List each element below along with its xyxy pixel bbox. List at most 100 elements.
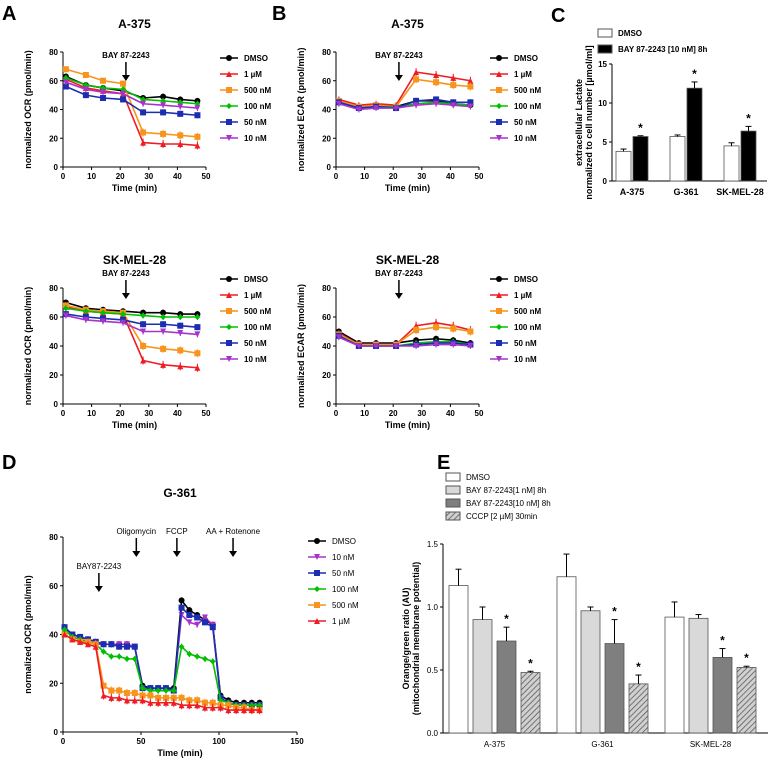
y-axis-label-line: normalized to cell number [µmol/ml] bbox=[584, 45, 594, 199]
data-point bbox=[256, 707, 263, 714]
x-tick-label: 50 bbox=[475, 409, 484, 418]
significance-star: * bbox=[746, 111, 751, 125]
bar bbox=[712, 657, 733, 734]
data-point bbox=[177, 363, 184, 370]
treatment-arrowhead bbox=[172, 551, 181, 557]
data-point bbox=[92, 643, 99, 650]
data-point bbox=[140, 139, 147, 146]
x-tick-label: 50 bbox=[137, 737, 146, 746]
y-tick-label: 80 bbox=[49, 48, 58, 57]
data-point bbox=[177, 141, 184, 147]
series-10nm bbox=[335, 334, 474, 349]
legend-marker bbox=[314, 538, 320, 544]
y-tick-label: 1.0 bbox=[427, 603, 439, 612]
legend-label: 50 nM bbox=[244, 339, 267, 348]
treatment-label: AA + Rotenone bbox=[206, 527, 261, 536]
legend-label: BAY 87-2243[1 nM] 8h bbox=[466, 486, 546, 495]
x-axis-label: Time (min) bbox=[385, 420, 430, 430]
bar bbox=[520, 672, 541, 734]
x-tick-label: 10 bbox=[360, 172, 369, 181]
data-point bbox=[82, 86, 89, 93]
data-point bbox=[62, 66, 69, 73]
data-point bbox=[120, 311, 127, 318]
legend-label: 100 nM bbox=[514, 323, 541, 332]
legend-marker bbox=[496, 87, 502, 93]
data-point bbox=[100, 641, 107, 648]
legend-swatch bbox=[597, 44, 613, 54]
data-point bbox=[194, 350, 201, 357]
data-point bbox=[209, 704, 216, 711]
data-point bbox=[108, 641, 115, 648]
legend-marker bbox=[226, 292, 232, 298]
data-point bbox=[467, 83, 474, 90]
data-point bbox=[413, 102, 420, 109]
y-axis-label: normalized OCR (pmol/min) bbox=[23, 287, 33, 406]
legend-label: 10 nM bbox=[244, 134, 267, 143]
data-point bbox=[194, 324, 201, 331]
data-point bbox=[225, 707, 232, 714]
y-tick-label: 80 bbox=[49, 284, 58, 293]
data-point bbox=[413, 97, 420, 104]
x-tick-label: 0 bbox=[61, 409, 66, 418]
bar bbox=[615, 150, 632, 182]
chart-title: SK-MEL-28 bbox=[376, 253, 440, 267]
legend-marker bbox=[314, 602, 320, 608]
chart-c bbox=[597, 28, 767, 182]
chart-b2 bbox=[333, 276, 508, 407]
legend-label: 500 nM bbox=[514, 307, 541, 316]
data-point bbox=[194, 112, 201, 119]
y-tick-label: 20 bbox=[49, 371, 58, 380]
x-tick-label: 0 bbox=[61, 737, 66, 746]
treatment-label: BAY 87-2243 bbox=[102, 51, 150, 60]
legend-label: 50 nM bbox=[244, 118, 267, 127]
data-point bbox=[100, 89, 107, 96]
y-tick-label: 60 bbox=[322, 77, 331, 86]
data-point bbox=[100, 318, 107, 325]
x-axis-label: Time (min) bbox=[112, 420, 157, 430]
bar bbox=[686, 87, 703, 182]
panel-label-d: D bbox=[2, 452, 16, 474]
legend-label: 100 nM bbox=[332, 585, 359, 594]
x-tick-label: 30 bbox=[417, 172, 426, 181]
y-tick-label: 80 bbox=[322, 284, 331, 293]
legend-label: 1 µM bbox=[514, 70, 532, 79]
legend-label: 50 nM bbox=[514, 339, 537, 348]
series-line bbox=[65, 77, 198, 105]
y-tick-label: 80 bbox=[49, 533, 58, 542]
legend-label: 500 nM bbox=[514, 86, 541, 95]
data-point bbox=[373, 343, 380, 349]
data-point bbox=[450, 82, 457, 89]
panel-label-e: E bbox=[437, 452, 450, 474]
data-point bbox=[108, 687, 115, 694]
y-axis-label-line: Orange/green ratio (AU) bbox=[401, 587, 411, 689]
data-point bbox=[155, 699, 162, 706]
data-point bbox=[335, 334, 342, 341]
significance-star: * bbox=[636, 660, 641, 674]
legend-marker bbox=[314, 570, 320, 576]
data-point bbox=[123, 655, 130, 662]
series-50nm bbox=[61, 604, 263, 709]
legend-label: 500 nM bbox=[244, 86, 271, 95]
data-point bbox=[140, 357, 147, 364]
y-axis-label: normalized OCR (pmol/min) bbox=[23, 575, 33, 694]
legend-label: CCCP [2 µM] 30min bbox=[466, 512, 537, 521]
bar bbox=[723, 145, 740, 182]
legend-label: DMSO bbox=[514, 54, 538, 63]
legend-marker bbox=[226, 340, 232, 346]
legend-marker bbox=[314, 618, 320, 624]
data-point bbox=[355, 106, 362, 113]
x-tick-label: 50 bbox=[202, 172, 211, 181]
category-label: SK-MEL-28 bbox=[690, 740, 732, 749]
data-point bbox=[217, 697, 224, 704]
panel-label-b: B bbox=[272, 3, 286, 25]
data-point bbox=[201, 614, 208, 621]
bar bbox=[580, 610, 601, 734]
legend-marker bbox=[496, 55, 502, 61]
data-point bbox=[240, 707, 247, 714]
data-point bbox=[162, 699, 169, 706]
data-point bbox=[194, 653, 201, 660]
data-point bbox=[140, 129, 147, 136]
treatment-arrowhead bbox=[121, 75, 130, 81]
data-point bbox=[162, 687, 169, 694]
x-axis-label: Time (min) bbox=[157, 748, 202, 758]
